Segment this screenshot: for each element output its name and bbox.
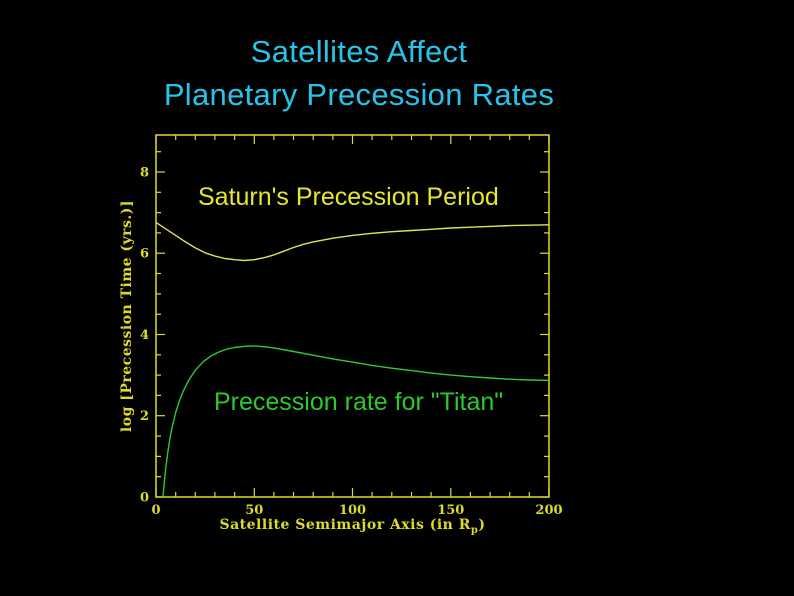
- slide-title-line2: Planetary Precession Rates: [163, 77, 555, 112]
- slide-title: Satellites Affect Planetary Precession R…: [0, 30, 718, 116]
- titan-curve-label: Precession rate for "Titan": [214, 388, 504, 416]
- svg-text:8: 8: [140, 166, 149, 181]
- x-axis-label-close: ): [478, 517, 486, 533]
- svg-text:4: 4: [140, 328, 149, 343]
- slide-title-line1: Satellites Affect: [250, 34, 468, 69]
- svg-text:0: 0: [140, 491, 149, 506]
- x-axis-label: Satellite Semimajor Axis (in Rp): [156, 517, 549, 536]
- svg-text:150: 150: [437, 503, 464, 518]
- svg-text:50: 50: [245, 503, 263, 518]
- x-axis-label-subscript: p: [470, 524, 479, 536]
- x-axis-label-main: Satellite Semimajor Axis (in R: [219, 517, 471, 533]
- y-axis-label: log [Precession Time (yrs.)]: [112, 135, 142, 497]
- svg-text:100: 100: [339, 503, 366, 518]
- saturn-curve-label: Saturn's Precession Period: [198, 183, 499, 211]
- svg-text:200: 200: [535, 503, 562, 518]
- y-axis-label-text: log [Precession Time (yrs.)]: [119, 199, 136, 433]
- svg-text:2: 2: [140, 409, 149, 424]
- svg-text:6: 6: [140, 247, 149, 262]
- svg-text:0: 0: [151, 503, 160, 518]
